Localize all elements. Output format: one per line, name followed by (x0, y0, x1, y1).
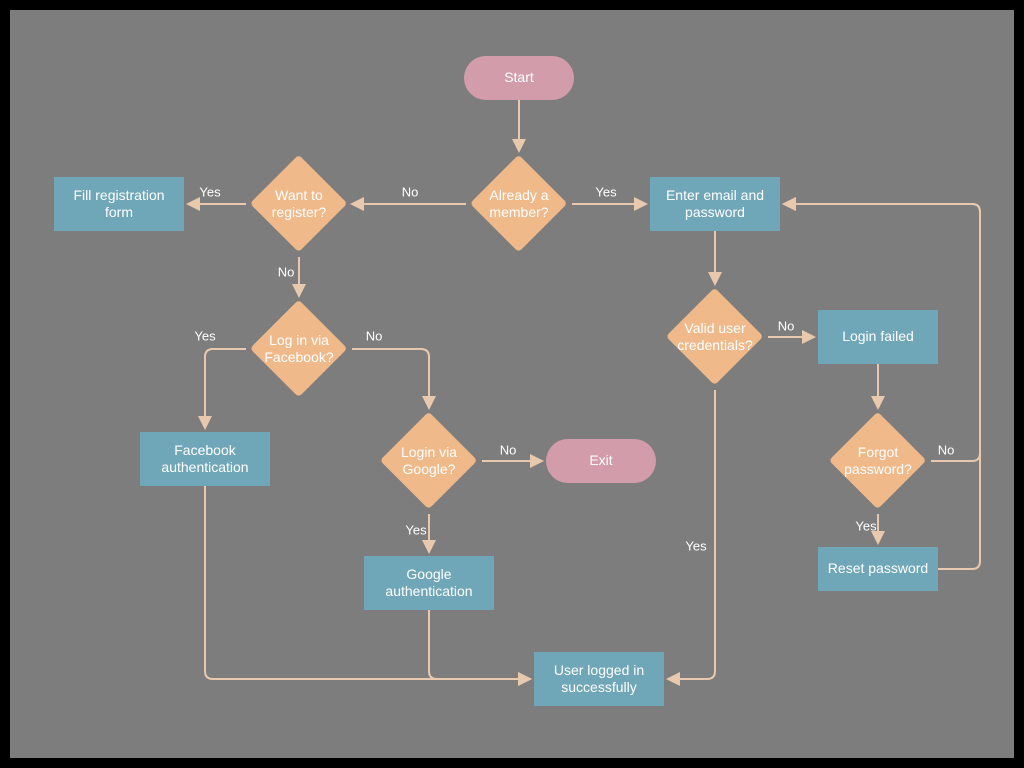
node-label: Login via Google? (388, 444, 470, 479)
node-label: Forgot password? (837, 444, 919, 479)
node-reset_pw: Reset password (818, 547, 938, 591)
node-login_failed: Login failed (818, 310, 938, 364)
edge-label-want_register-fb_login: No (278, 265, 295, 280)
edge-reset_pw-enter_email (784, 204, 980, 569)
edge-label-already_member-want_register: No (402, 185, 419, 200)
node-valid_creds: Valid user credentials? (666, 288, 764, 386)
node-label: Already a member? (478, 187, 560, 222)
edge-label-valid_creds-login_failed: No (778, 319, 795, 334)
edge-label-valid_creds-logged_in: Yes (685, 539, 706, 554)
edge-label-already_member-enter_email: Yes (595, 185, 616, 200)
edge-label-fb_login-google_login: No (366, 329, 383, 344)
edge-valid_creds-logged_in (668, 390, 715, 679)
node-google_auth: Google authentication (364, 556, 494, 610)
edge-label-forgot_pw-reset_pw: Yes (855, 519, 876, 534)
node-logged_in: User logged in successfully (534, 652, 664, 706)
node-want_register: Want to register? (250, 155, 348, 253)
node-already_member: Already a member? (470, 155, 568, 253)
edge-google_auth-logged_in (429, 610, 530, 679)
node-fill_form: Fill registration form (54, 177, 184, 231)
node-fb_auth: Facebook authentication (140, 432, 270, 486)
flowchart-canvas: Start Already a member? Want to register? F… (0, 0, 1024, 768)
edge-label-forgot_pw-enter_email: No (938, 443, 955, 458)
node-start: Start (464, 56, 574, 100)
edges-layer (10, 10, 1024, 768)
node-fb_login: Log in via Facebook? (250, 300, 348, 398)
edge-label-fb_login-fb_auth: Yes (194, 329, 215, 344)
node-exit: Exit (546, 439, 656, 483)
edge-label-google_login-exit: No (500, 443, 517, 458)
node-forgot_pw: Forgot password? (829, 412, 927, 510)
node-enter_email: Enter email and password (650, 177, 780, 231)
node-label: Valid user credentials? (671, 320, 759, 355)
edge-fb_login-google_login (352, 349, 429, 408)
node-label: Want to register? (258, 187, 340, 222)
node-label: Log in via Facebook? (258, 332, 340, 367)
node-google_login: Login via Google? (380, 412, 478, 510)
edge-label-google_login-google_auth: Yes (405, 523, 426, 538)
edge-fb_login-fb_auth (205, 349, 246, 428)
edge-label-want_register-fill_form: Yes (199, 185, 220, 200)
